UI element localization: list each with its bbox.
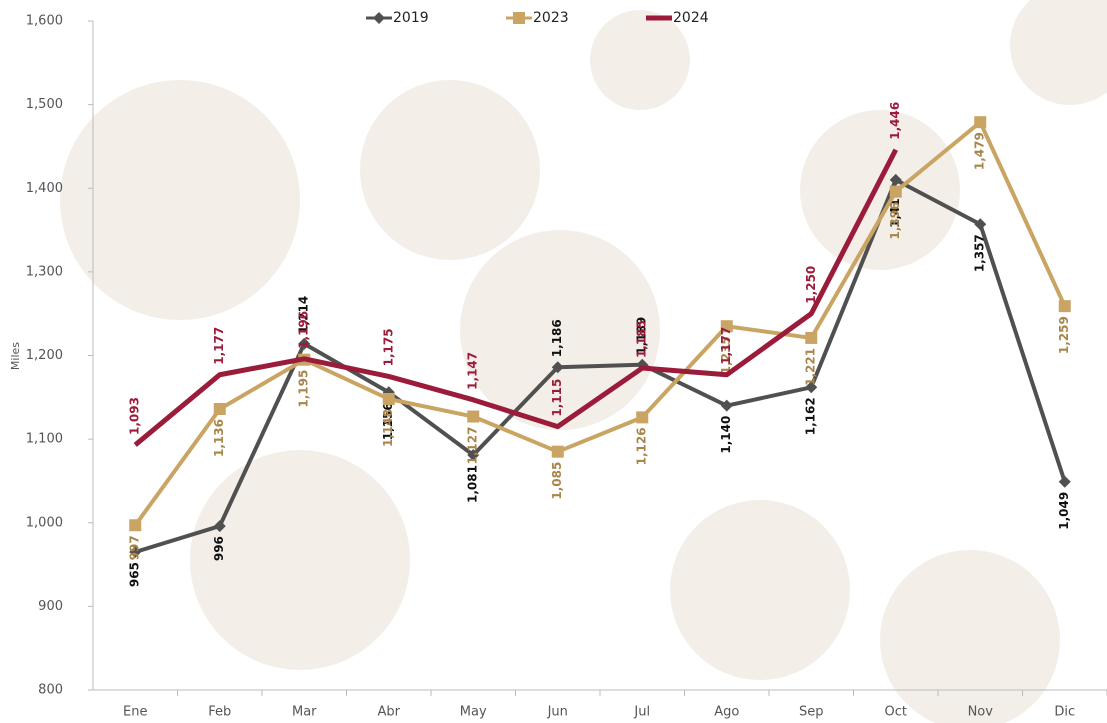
y-tick-label: 1,600 <box>26 14 63 29</box>
data-label: 1,177 <box>719 327 733 365</box>
y-tick-label: 1,100 <box>26 432 63 447</box>
x-tick-label: May <box>460 705 487 720</box>
data-label: 1,446 <box>888 102 902 140</box>
data-label: 1,140 <box>719 416 733 454</box>
data-label: 1,147 <box>466 352 480 390</box>
data-label: 1,196 <box>297 311 311 349</box>
data-label: 1,126 <box>635 427 649 465</box>
data-label: 1,136 <box>212 419 226 457</box>
data-label: 997 <box>128 535 142 560</box>
legend-label: 2024 <box>673 10 709 26</box>
data-label: 1,177 <box>212 327 226 365</box>
x-tick-label: Ago <box>714 705 739 720</box>
x-tick-label: Jun <box>547 705 568 720</box>
x-tick-label: Feb <box>208 705 231 720</box>
y-tick-label: 800 <box>38 683 63 698</box>
chart: Miles 800 900 1,000 1,100 1,200 1,300 1,400 1,5… <box>0 0 1107 723</box>
data-label: 1,195 <box>297 370 311 408</box>
legend-label: 2019 <box>393 10 429 26</box>
point <box>383 393 395 405</box>
data-label: 1,221 <box>804 348 818 386</box>
point <box>636 411 648 423</box>
point <box>513 12 525 24</box>
y-axis-label: Miles <box>9 342 22 370</box>
legend-label: 2023 <box>533 10 569 26</box>
data-label: 1,049 <box>1057 492 1071 530</box>
data-label: 1,396 <box>888 202 902 240</box>
x-tick-label: Nov <box>968 705 994 720</box>
point <box>129 519 141 531</box>
data-label: 1,115 <box>550 379 564 417</box>
x-tick-label: Jul <box>633 705 650 720</box>
y-tick-label: 1,200 <box>26 348 63 363</box>
data-label: 1,185 <box>635 320 649 358</box>
data-label: 996 <box>212 536 226 561</box>
data-label: 1,479 <box>973 132 987 170</box>
x-tick-label: Ene <box>123 705 147 720</box>
y-tick-label: 1,300 <box>26 264 63 279</box>
point <box>974 116 986 128</box>
data-label: 1,093 <box>128 397 142 435</box>
point <box>552 446 564 458</box>
point <box>1059 300 1071 312</box>
data-label: 1,162 <box>804 397 818 435</box>
point <box>214 403 226 415</box>
point <box>890 186 902 198</box>
data-label: 1,259 <box>1057 316 1071 354</box>
point <box>467 411 479 423</box>
y-tick-label: 900 <box>38 599 63 614</box>
data-label: 1,081 <box>466 465 480 503</box>
point <box>1059 476 1071 488</box>
point <box>805 332 817 344</box>
point <box>373 12 385 24</box>
data-label: 1,127 <box>466 427 480 465</box>
data-label: 1,250 <box>804 266 818 304</box>
x-tick-label: Dic <box>1054 705 1075 720</box>
y-tick-label: 1,500 <box>26 97 63 112</box>
data-label: 1,186 <box>550 319 564 357</box>
x-tick-label: Abr <box>378 705 401 720</box>
x-tick-label: Oct <box>885 705 907 720</box>
y-tick-label: 1,000 <box>26 515 63 530</box>
x-tick-label: Sep <box>799 705 824 720</box>
data-label: 1,175 <box>381 328 395 366</box>
y-tick-label: 1,400 <box>26 181 63 196</box>
x-tick-label: Mar <box>292 705 317 720</box>
data-label: 1,085 <box>550 462 564 500</box>
data-label: 965 <box>128 562 142 587</box>
data-label: 1,357 <box>973 234 987 272</box>
data-label: 1,148 <box>381 409 395 447</box>
